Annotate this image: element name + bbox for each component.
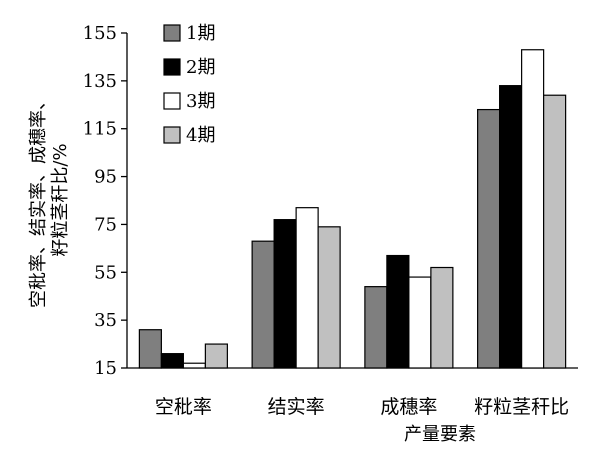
category-label: 结实率	[268, 396, 325, 418]
category-label: 籽粒茎秆比	[474, 396, 569, 418]
y-tick-label: 15	[94, 358, 117, 379]
legend-swatch	[163, 92, 181, 110]
y-tick-label: 115	[83, 119, 117, 140]
legend-label: 1期	[186, 23, 215, 44]
y-tick-label: 95	[94, 167, 117, 188]
y-tick-label: 155	[83, 23, 117, 44]
category-label: 成穗率	[380, 396, 437, 418]
category-label: 空秕率	[155, 396, 212, 418]
y-axis-title-line: 空秕率、结实率、成穗率、	[28, 92, 49, 308]
category-labels: 空秕率 结实率 成穗率 籽粒茎秆比	[155, 396, 569, 418]
legend-label: 2期	[186, 57, 215, 78]
bar-1-3	[364, 286, 388, 369]
bar-1-1	[138, 329, 162, 369]
bar-1-2	[251, 240, 275, 369]
bar-3-2	[295, 207, 319, 369]
y-axis-title: 空秕率、结实率、成穗率、 籽粒茎秆比/%	[28, 92, 71, 308]
bar-1-4	[477, 108, 501, 369]
bar-4-1	[204, 343, 228, 369]
y-tick-label: 55	[94, 262, 117, 283]
bar-4-2	[317, 226, 341, 369]
bar-2-4	[499, 85, 523, 369]
bar-2-1	[160, 353, 184, 369]
bar-3-1	[182, 362, 206, 369]
legend-label: 4期	[186, 125, 215, 146]
y-tick-label: 135	[83, 71, 117, 92]
bar-2-3	[386, 254, 410, 369]
y-tick-label: 35	[94, 310, 117, 331]
legend-label: 3期	[186, 91, 215, 112]
bar-3-3	[408, 276, 432, 369]
legend: 1期 2期 3期 4期	[163, 23, 215, 146]
legend-swatch	[163, 126, 181, 144]
bars	[138, 49, 567, 369]
bar-4-4	[543, 94, 567, 369]
bar-4-3	[430, 266, 454, 369]
y-ticks: 15 35 55 75 95 115 135 155	[83, 23, 127, 379]
bar-2-2	[273, 219, 297, 369]
legend-swatch	[163, 58, 181, 76]
y-tick-label: 75	[94, 214, 117, 235]
bar-3-4	[521, 49, 545, 369]
legend-swatch	[163, 24, 181, 42]
y-axis-title-line: 籽粒茎秆比/%	[50, 143, 71, 256]
x-axis-title: 产量要素	[404, 424, 476, 445]
